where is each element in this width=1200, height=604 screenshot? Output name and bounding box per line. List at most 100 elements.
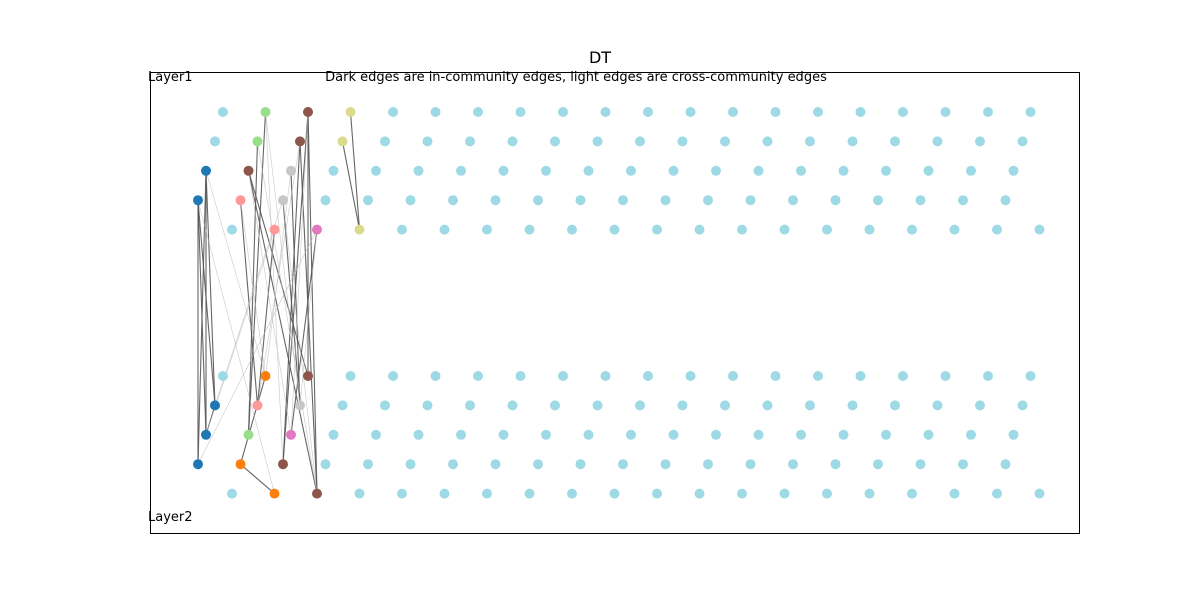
layer2-node-r2-c7 xyxy=(507,400,518,411)
layer1-node-r3-c14 xyxy=(796,165,806,176)
layer1-node-r4-c0 xyxy=(193,195,203,206)
layer1-node-r1-c5 xyxy=(430,107,441,117)
layer1-label: Layer1 xyxy=(148,70,193,85)
layer1-node-r2-c19 xyxy=(1017,136,1028,147)
layer1-node-r1-c19 xyxy=(1025,107,1036,117)
in-community-edge-0 xyxy=(205,170,216,406)
layer2-node-r2-c19 xyxy=(1017,400,1028,411)
layer2-node-r4-c11 xyxy=(660,459,671,470)
layer1-node-r5-c11 xyxy=(694,224,705,235)
layer2-node-r2-c2 xyxy=(295,400,305,411)
layer2-node-r3-c4 xyxy=(371,429,381,440)
layer2-node-r4-c16 xyxy=(873,459,883,470)
layer2-node-r2-c5 xyxy=(422,400,433,411)
layer2-node-r4-c2 xyxy=(278,459,288,470)
layer2-node-r1-c5 xyxy=(430,371,441,381)
layer2-node-r1-c12 xyxy=(728,371,738,381)
layer2-node-r4-c9 xyxy=(575,459,586,470)
cross-community-edge-29 xyxy=(205,229,275,435)
layer2-node-r2-c10 xyxy=(635,400,645,411)
layer2-node-r4-c1 xyxy=(235,459,246,470)
layer2-node-r5-c16 xyxy=(907,488,917,499)
layer2-node-r4-c18 xyxy=(958,459,968,470)
cross-community-edge-32 xyxy=(197,229,318,465)
layer2-node-r2-c15 xyxy=(847,400,858,411)
layer2-node-r4-c13 xyxy=(745,459,756,470)
layer2-node-r1-c7 xyxy=(515,371,526,381)
layer2-node-r3-c15 xyxy=(838,429,849,440)
layer1-node-r5-c17 xyxy=(949,224,960,235)
in-community-edge-23 xyxy=(240,463,275,495)
layer2-node-r1-c1 xyxy=(260,371,271,381)
layer2-node-r3-c16 xyxy=(881,429,891,440)
layer1-node-r5-c3 xyxy=(354,224,365,235)
layer2-node-r2-c13 xyxy=(762,400,773,411)
layer2-node-r5-c10 xyxy=(652,488,662,499)
layer2-node-r2-c0 xyxy=(210,400,220,411)
layer1-node-r3-c0 xyxy=(201,165,211,176)
layer1-node-r5-c15 xyxy=(864,224,875,235)
layer1-node-r2-c5 xyxy=(422,136,433,147)
layer2-node-r5-c4 xyxy=(397,488,407,499)
layer1-node-r5-c9 xyxy=(609,224,620,235)
layer1-node-r2-c0 xyxy=(210,136,220,147)
layer1-node-r4-c1 xyxy=(235,195,246,206)
layer2-node-r3-c3 xyxy=(328,429,339,440)
layer1-node-r5-c4 xyxy=(397,224,407,235)
chart-title: DT xyxy=(588,48,612,67)
layer2-node-r1-c11 xyxy=(685,371,696,381)
layer1-node-r1-c0 xyxy=(218,107,228,117)
layer2-node-r3-c11 xyxy=(668,429,679,440)
layer2-node-r5-c12 xyxy=(737,488,747,499)
layer2-node-r5-c7 xyxy=(524,488,535,499)
layer2-node-r4-c8 xyxy=(533,459,543,470)
layer1-node-r2-c17 xyxy=(932,136,943,147)
layer1-node-r4-c13 xyxy=(745,195,756,206)
layer1-node-r3-c6 xyxy=(456,165,466,176)
layer1-node-r2-c8 xyxy=(550,136,560,147)
layer1-node-r1-c4 xyxy=(388,107,398,117)
layer2-node-r4-c14 xyxy=(788,459,798,470)
layer1-node-r3-c19 xyxy=(1008,165,1019,176)
layer2-node-r1-c6 xyxy=(473,371,483,381)
layer2-node-r4-c4 xyxy=(363,459,373,470)
in-community-edge-22 xyxy=(239,375,267,465)
layer1-node-r5-c1 xyxy=(269,224,280,235)
layer2-node-r2-c12 xyxy=(720,400,730,411)
layer2-node-r5-c19 xyxy=(1034,488,1045,499)
layer2-node-r5-c2 xyxy=(312,488,322,499)
node-group xyxy=(193,107,1045,499)
layer1-node-r2-c11 xyxy=(677,136,688,147)
layer2-node-r1-c13 xyxy=(770,371,781,381)
layer2-node-r5-c14 xyxy=(822,488,832,499)
layer1-node-r4-c18 xyxy=(958,195,968,206)
layer1-node-r3-c13 xyxy=(753,165,764,176)
layer2-node-r2-c3 xyxy=(337,400,348,411)
edge-group xyxy=(197,111,361,495)
layer1-node-r5-c18 xyxy=(992,224,1002,235)
layer1-node-r2-c12 xyxy=(720,136,730,147)
cross-community-edge-25 xyxy=(265,111,301,406)
layer1-node-r2-c6 xyxy=(465,136,475,147)
layer1-node-r2-c1 xyxy=(252,136,263,147)
layer1-node-r1-c16 xyxy=(898,107,908,117)
layer2-node-r3-c2 xyxy=(286,429,296,440)
layer1-node-r3-c18 xyxy=(966,165,976,176)
layer2-node-r1-c8 xyxy=(558,371,568,381)
in-community-edge-21 xyxy=(341,141,361,230)
layer2-node-r1-c10 xyxy=(643,371,653,381)
layer2-node-r5-c5 xyxy=(439,488,450,499)
layer1-node-r2-c3 xyxy=(337,136,348,147)
layer2-node-r3-c18 xyxy=(966,429,976,440)
layer2-node-r2-c1 xyxy=(252,400,263,411)
layer1-node-r1-c14 xyxy=(813,107,823,117)
layer1-node-r5-c6 xyxy=(482,224,492,235)
layer1-node-r2-c7 xyxy=(507,136,518,147)
layer2-node-r3-c1 xyxy=(243,429,254,440)
cross-community-edge-35 xyxy=(205,170,266,377)
layer1-node-r3-c7 xyxy=(498,165,509,176)
layer1-node-r5-c8 xyxy=(567,224,577,235)
layer2-node-r4-c0 xyxy=(193,459,203,470)
layer2-node-r2-c8 xyxy=(550,400,560,411)
layer2-node-r5-c9 xyxy=(609,488,620,499)
